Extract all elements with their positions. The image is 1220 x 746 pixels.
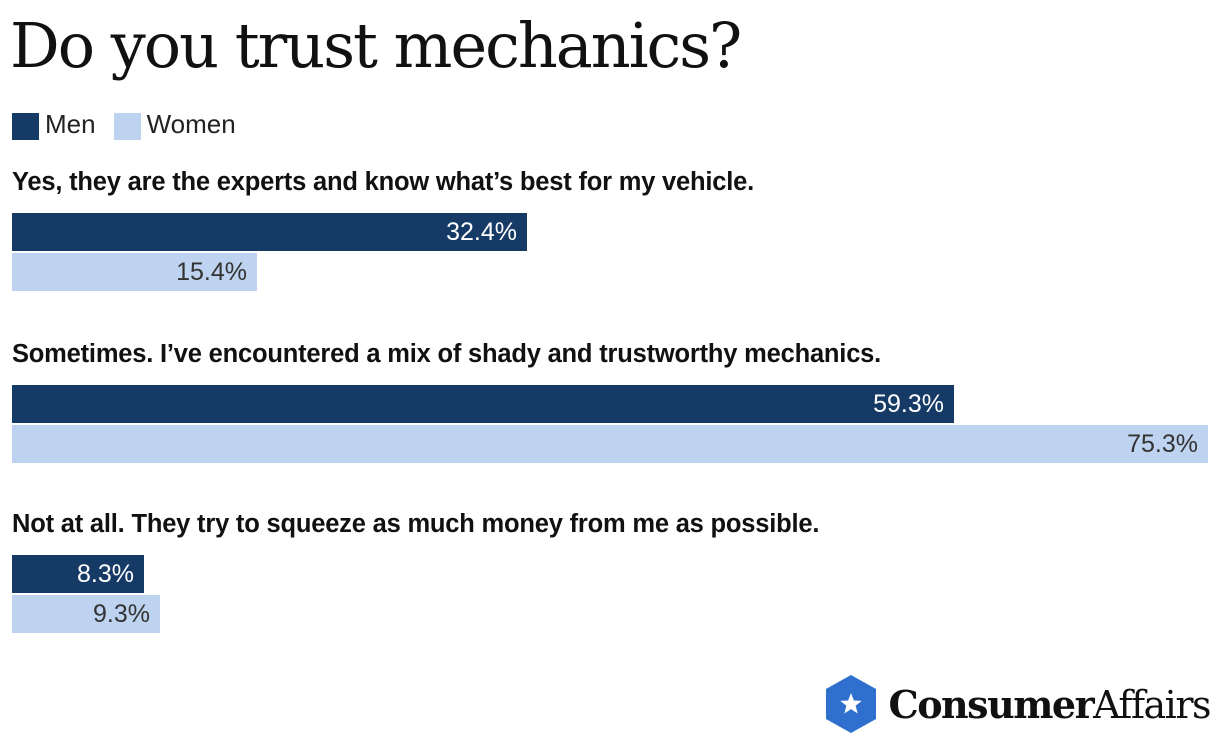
data-label: 59.3% [873,390,944,418]
bar-women: 15.4% [12,253,257,291]
consumeraffairs-logo: ConsumerAffairs [824,674,1211,734]
bar-women: 9.3% [12,595,160,633]
bar-men: 32.4% [12,213,527,251]
bar-men: 8.3% [12,555,144,593]
category-label: Not at all. They try to squeeze as much … [12,510,820,538]
category-label: Yes, they are the experts and know what’… [12,168,755,196]
chart-title: Do you trust mechanics? [10,9,742,82]
category-label: Sometimes. I’ve encountered a mix of sha… [12,340,882,368]
legend-label-men: Men [45,108,96,139]
data-label: 32.4% [446,218,517,246]
logo-wordmark: ConsumerAffairs [888,681,1211,727]
star-badge-icon [826,675,877,733]
data-label: 9.3% [93,600,150,628]
legend-label-women: Women [146,108,236,139]
bar-women: 75.3% [12,425,1208,463]
data-label: 15.4% [176,258,247,286]
bar-men: 59.3% [12,385,954,423]
chart-legend: Men Women [12,108,254,140]
logo-wordmark-bold: Consumer [888,681,1094,727]
logo-wordmark-regular: Affairs [1093,682,1211,727]
legend-swatch-women [113,112,141,140]
legend-item-men: Men [12,109,96,140]
legend-swatch-men [12,112,39,140]
legend-item-women: Women [113,108,236,140]
data-label: 75.3% [1127,430,1198,458]
data-label: 8.3% [77,560,134,588]
